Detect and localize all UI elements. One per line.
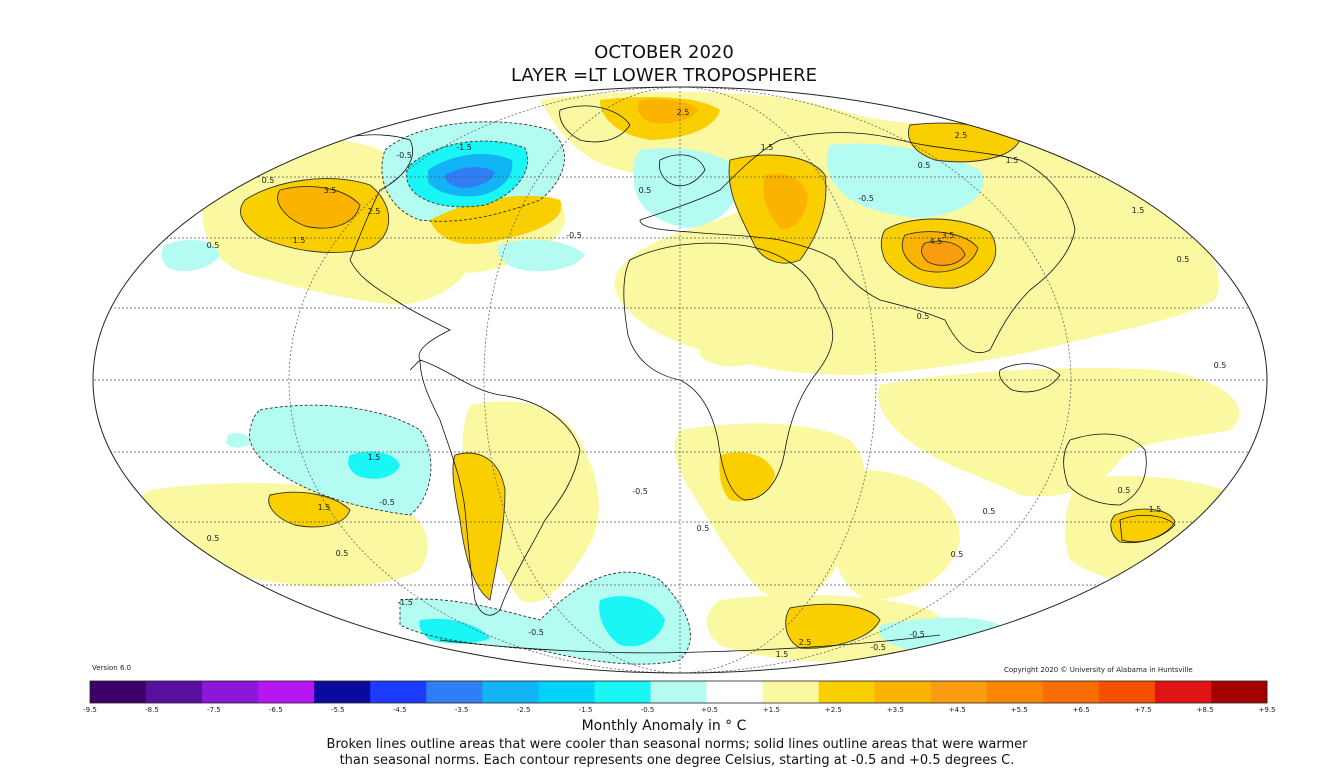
very-strong-cool-regions <box>444 167 495 188</box>
contour-label: 2.5 <box>677 108 690 117</box>
contour-label: 1.5 <box>1149 505 1162 514</box>
contour-label: -0.5 <box>870 643 886 652</box>
contour-label: 1.5 <box>776 650 789 659</box>
color-scale-tick-label: +6.5 <box>1073 706 1090 714</box>
color-scale-tick-label: -0.5 <box>641 706 655 714</box>
contour-labels: -1.5 -0.5 0.5 3.5 2.5 1.5 0.5 -0.5 2.5 1.5 0.5 2.5 1… <box>207 108 1227 659</box>
contour-label: 1.5 <box>368 453 381 462</box>
color-scale-tick-label: +0.5 <box>701 706 718 714</box>
color-scale-tick-label: -4.5 <box>393 706 407 714</box>
coastlines <box>299 105 1176 654</box>
version-label: Version 6.0 <box>92 664 132 672</box>
anomaly-map: -1.5 -0.5 0.5 3.5 2.5 1.5 0.5 -0.5 2.5 1.5 0.5 2.5 1… <box>92 86 1268 674</box>
color-scale-tick-label: +1.5 <box>763 706 780 714</box>
contour-label: 2.5 <box>799 638 812 647</box>
contour-label: 1.5 <box>1006 156 1019 165</box>
color-scale-title: Monthly Anomaly in ° C <box>581 718 747 734</box>
contour-label: 0.5 <box>1118 486 1131 495</box>
caption-line-1: Broken lines outline areas that were coo… <box>326 737 1028 752</box>
contour-label: 0.5 <box>1214 361 1227 370</box>
contour-label: 2.5 <box>368 207 381 216</box>
caption-line-2: than seasonal norms. Each contour repres… <box>339 753 1015 768</box>
contour-label: 3.5 <box>324 186 337 195</box>
contour-label: -0.5 <box>909 630 925 639</box>
contour-label: 4.5 <box>930 237 943 246</box>
contour-label: 0.5 <box>951 550 964 559</box>
color-scale-tick-label: -2.5 <box>517 706 531 714</box>
color-scale-tick-label: +3.5 <box>887 706 904 714</box>
color-scale-tick-label: -6.5 <box>269 706 283 714</box>
contour-label: 1.5 <box>761 143 774 152</box>
color-scale-tick-label: +4.5 <box>949 706 966 714</box>
contour-label: -0.5 <box>396 151 412 160</box>
contour-label: 0.5 <box>1177 255 1190 264</box>
contour-label: -0.5 <box>566 231 582 240</box>
contour-label: -0.5 <box>858 194 874 203</box>
contour-label: 3.5 <box>942 231 955 240</box>
globe-outline <box>92 86 1268 674</box>
color-scale-tick-label: -8.5 <box>145 706 159 714</box>
color-scale-tick-label: -5.5 <box>331 706 345 714</box>
contour-label: 0.5 <box>639 186 652 195</box>
contour-label: 0.5 <box>697 524 710 533</box>
copyright-label: Copyright 2020 © University of Alabama i… <box>1004 666 1193 674</box>
contour-label: 0.5 <box>262 176 275 185</box>
contour-label: 0.5 <box>917 312 930 321</box>
color-scale-ticks: -9.5 -8.5 -7.5 -6.5 -5.5 -4.5 -3.5 -2.5 -1.5 -0.5… <box>83 706 1275 714</box>
contour-label: -0.5 <box>632 487 648 496</box>
color-scale-tick-label: -1.5 <box>579 706 593 714</box>
map-title: OCTOBER 2020 <box>594 42 734 63</box>
contour-label: -0.5 <box>379 498 395 507</box>
map-subtitle: LAYER =LT LOWER TROPOSPHERE <box>510 65 818 86</box>
contour-label: 1.5 <box>1132 206 1145 215</box>
contour-label: 0.5 <box>918 161 931 170</box>
color-scale-tick-label: +9.5 <box>1259 706 1276 714</box>
very-strong-warm-regions <box>921 241 965 266</box>
color-scale-tick-label: +2.5 <box>825 706 842 714</box>
contour-label: -1.5 <box>397 598 413 607</box>
contour-label: 0.5 <box>336 549 349 558</box>
contour-label: 0.5 <box>983 507 996 516</box>
contour-label: -1.5 <box>456 143 472 152</box>
strong-warm-regions <box>277 99 978 272</box>
color-scale-tick-label: +5.5 <box>1011 706 1028 714</box>
color-scale-tick-label: +8.5 <box>1197 706 1214 714</box>
contour-label: 1.5 <box>318 503 331 512</box>
color-scale-tick-label: -7.5 <box>207 706 221 714</box>
contour-label: 0.5 <box>207 534 220 543</box>
graticule <box>93 86 1267 674</box>
color-scale-tick-label: -3.5 <box>455 706 469 714</box>
contour-label: 0.5 <box>207 241 220 250</box>
contour-label: -0.5 <box>528 628 544 637</box>
contour-label: 1.5 <box>293 236 306 245</box>
color-scale-tick-label: +7.5 <box>1135 706 1152 714</box>
contour-label: 2.5 <box>955 131 968 140</box>
color-scale-tick-label: -9.5 <box>83 706 97 714</box>
cool-contour-lines <box>248 121 691 665</box>
